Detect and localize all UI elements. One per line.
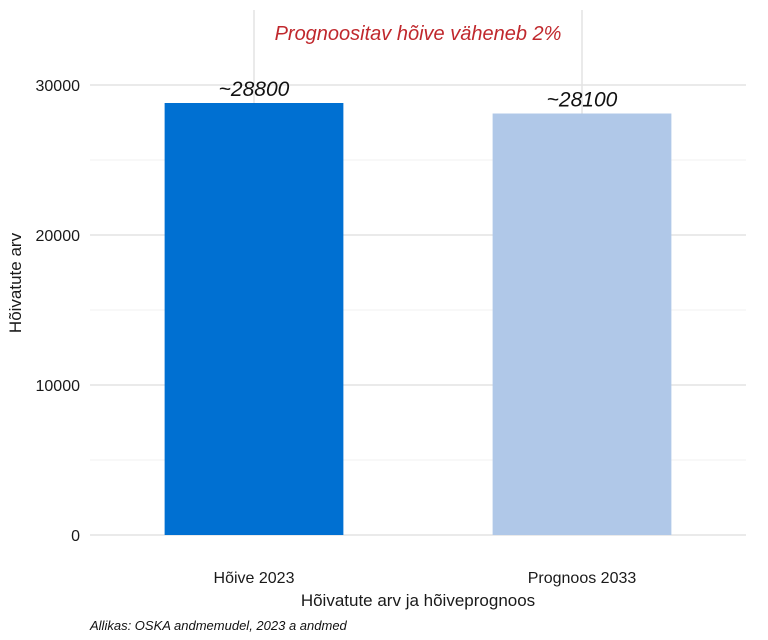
bar [492,113,672,535]
x-tick-label: Prognoos 2033 [528,570,637,587]
y-axis-ticks: 0 10000 20000 30000 [36,78,81,545]
y-axis-title: Hõivatute arv [6,232,25,333]
y-tick-label: 10000 [36,378,81,395]
x-axis-ticks: Hõive 2023 Prognoos 2033 [214,570,637,587]
bars [164,103,672,535]
x-tick-label: Hõive 2023 [214,570,295,587]
source-caption: Allikas: OSKA andmemudel, 2023 a andmed [89,618,348,633]
bar-data-label: ~28100 [547,89,618,112]
data-labels: ~28800 ~28100 [219,78,618,112]
bar [164,103,344,535]
y-tick-label: 0 [71,528,80,545]
chart-annotation: Prognoositav hõive väheneb 2% [275,23,562,45]
x-axis-title: Hõivatute arv ja hõiveprognoos [301,591,535,610]
y-tick-label: 30000 [36,78,81,95]
y-tick-label: 20000 [36,228,81,245]
bar-data-label: ~28800 [219,78,290,101]
